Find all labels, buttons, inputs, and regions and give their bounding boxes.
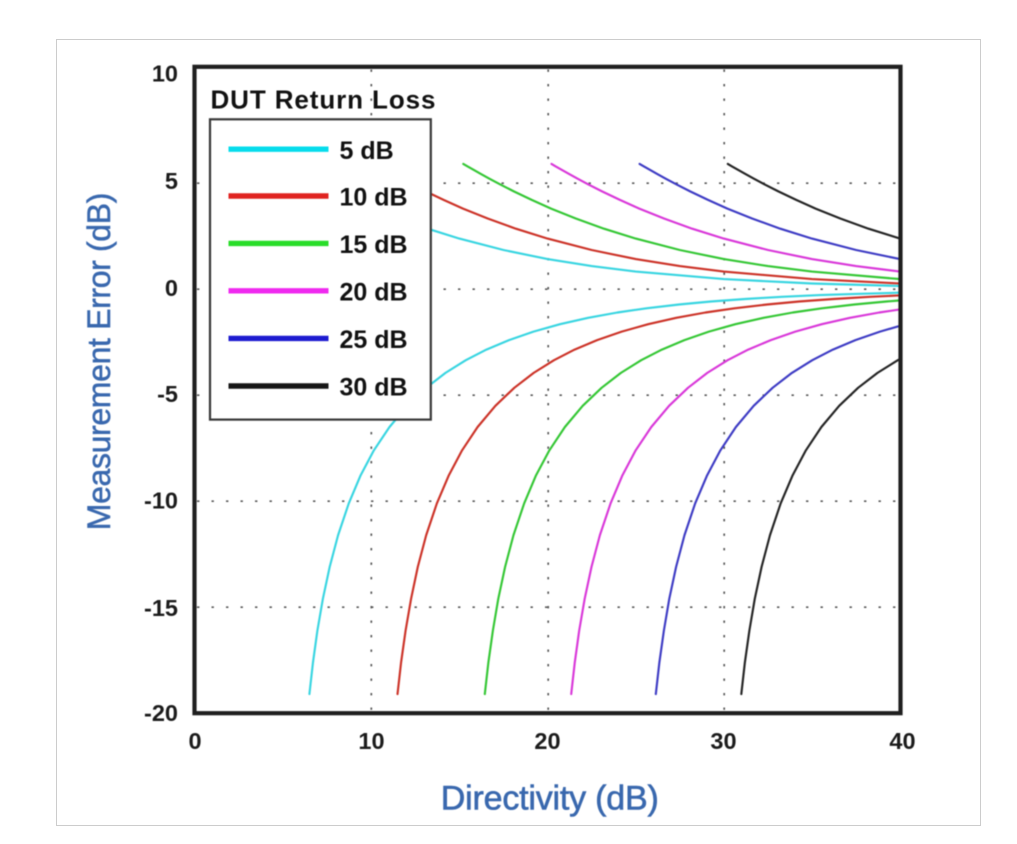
svg-text:30: 30 — [710, 728, 736, 754]
svg-text:15 dB: 15 dB — [340, 231, 408, 259]
svg-text:25 dB: 25 dB — [340, 326, 408, 354]
svg-text:10: 10 — [152, 60, 178, 86]
svg-text:-15: -15 — [144, 595, 178, 621]
svg-text:Measurement Error (dB): Measurement Error (dB) — [81, 193, 117, 530]
svg-text:5 dB: 5 dB — [340, 137, 394, 165]
svg-text:5: 5 — [165, 168, 178, 194]
svg-text:-10: -10 — [144, 487, 178, 513]
svg-text:0: 0 — [165, 275, 178, 301]
svg-text:10: 10 — [358, 728, 384, 754]
svg-text:20 dB: 20 dB — [340, 278, 408, 306]
svg-text:Directivity (dB): Directivity (dB) — [441, 780, 659, 818]
svg-text:0: 0 — [188, 728, 201, 754]
svg-text:-20: -20 — [144, 700, 178, 726]
svg-text:-5: -5 — [157, 381, 178, 407]
svg-text:10 dB: 10 dB — [340, 184, 408, 212]
svg-text:30 dB: 30 dB — [340, 374, 408, 402]
svg-text:40: 40 — [889, 728, 915, 754]
svg-text:20: 20 — [534, 728, 560, 754]
svg-text:DUT Return Loss: DUT Return Loss — [211, 85, 437, 115]
